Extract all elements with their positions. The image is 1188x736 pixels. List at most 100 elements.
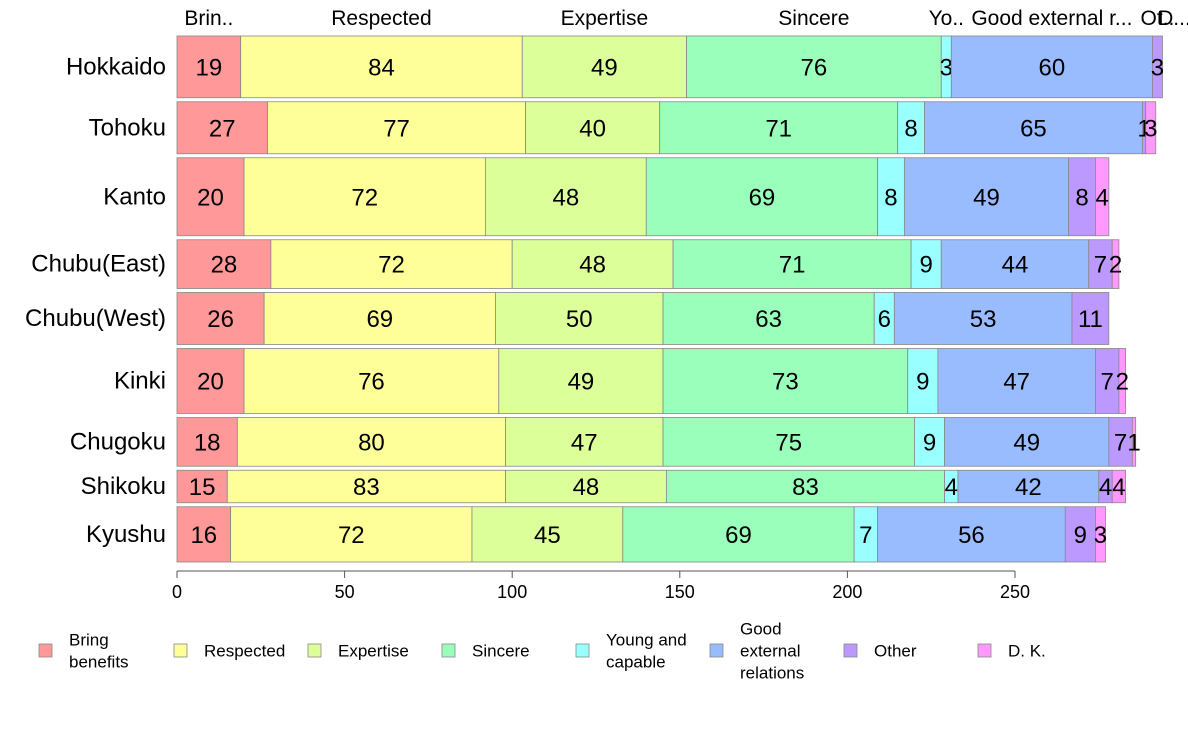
data-label: 50 <box>566 306 593 333</box>
legend-label: Respected <box>204 642 285 661</box>
bar-segment <box>1111 239 1120 289</box>
x-tick-label: 200 <box>832 582 862 602</box>
legend-swatch <box>843 643 858 658</box>
bar-row: Chubu(West) 26 69 50 63 6 53 11 <box>25 292 1110 345</box>
bar-segment <box>176 469 228 504</box>
data-label: 7 <box>1101 369 1114 396</box>
legend-label: relations <box>740 664 804 683</box>
data-label: 47 <box>1003 369 1030 396</box>
bar-segment <box>645 157 878 237</box>
data-label: 3 <box>1144 115 1157 142</box>
data-label: 44 <box>1002 252 1029 279</box>
bar-row: Chubu(East) 28 72 48 71 9 44 7 2 <box>31 239 1122 289</box>
bar-row: Chugoku 18 80 47 75 9 49 7 1 <box>70 417 1141 467</box>
data-label: 40 <box>579 115 606 142</box>
data-label: 6 <box>878 306 891 333</box>
data-label: 4 <box>1099 474 1112 501</box>
data-label: 4 <box>945 474 958 501</box>
row-label: Kyushu <box>86 521 166 548</box>
bar-segment <box>665 469 946 504</box>
data-label: 69 <box>749 184 776 211</box>
bar-row: Kyushu 16 72 45 69 7 56 9 3 <box>86 506 1107 563</box>
bar-segment <box>236 417 506 467</box>
bar-row: Tohoku 27 77 40 71 8 65 13 <box>89 101 1157 155</box>
data-label: 69 <box>366 306 393 333</box>
bar-segment <box>1152 35 1163 99</box>
row-label: Shikoku <box>81 473 166 500</box>
data-label: 26 <box>207 306 234 333</box>
row-label: Kinki <box>114 368 166 395</box>
bar-segment <box>662 292 875 345</box>
data-label: 20 <box>197 184 224 211</box>
bar-segment <box>243 348 500 414</box>
bar-segment <box>176 101 268 155</box>
bar-segment <box>1131 417 1137 467</box>
data-label: 77 <box>383 115 410 142</box>
legend-item: Expertise <box>307 642 409 661</box>
data-label: 4 <box>1112 474 1125 501</box>
legend-label: Bring <box>69 631 109 650</box>
legend-item: Good external relations <box>709 620 804 683</box>
data-label: 47 <box>571 429 598 456</box>
data-label: 83 <box>353 474 380 501</box>
bar-segment <box>622 506 855 563</box>
bar-segment <box>686 35 942 99</box>
bar-segment <box>1071 292 1110 345</box>
data-label: 49 <box>568 369 595 396</box>
data-label: 4 <box>1095 184 1108 211</box>
bar-segment <box>243 157 486 237</box>
bar-row: Kanto 20 72 48 69 8 49 8 4 <box>103 157 1110 237</box>
x-tick-label: 250 <box>1000 582 1030 602</box>
data-label: 27 <box>209 115 236 142</box>
bar-segment <box>903 157 1070 237</box>
bar-segment <box>897 101 925 155</box>
data-label: 65 <box>1020 115 1047 142</box>
bar-segment <box>498 348 664 414</box>
bar-segment <box>1064 506 1096 563</box>
bar-segment <box>176 157 245 237</box>
bar-segment <box>957 469 1100 504</box>
x-tick-label: 150 <box>665 582 695 602</box>
data-label: 1 <box>1127 429 1140 456</box>
legend-swatch <box>173 643 188 658</box>
bar-segment <box>877 157 905 237</box>
row-label: Chugoku <box>70 428 166 455</box>
data-label: 80 <box>358 429 385 456</box>
data-label: 2 <box>1109 252 1122 279</box>
legend: Bring benefits Respected Expertise Sincere Yo… <box>38 620 1046 683</box>
top-column-label: Yo.. <box>929 7 964 30</box>
data-label: 42 <box>1015 474 1042 501</box>
bar-segment <box>907 348 939 414</box>
data-label: 48 <box>579 252 606 279</box>
legend-swatch <box>38 643 53 658</box>
data-label: 56 <box>958 522 985 549</box>
data-label: 76 <box>358 369 385 396</box>
bar-segment <box>525 101 661 155</box>
data-label: 15 <box>189 474 216 501</box>
data-label: 11 <box>1078 306 1103 333</box>
bar-segment <box>505 417 664 467</box>
data-label: 18 <box>194 429 221 456</box>
x-tick-label: 50 <box>335 582 355 602</box>
top-column-label: Brin.. <box>184 7 233 30</box>
data-label: 16 <box>190 522 217 549</box>
legend-label: capable <box>606 653 666 672</box>
legend-swatch <box>307 643 322 658</box>
legend-item: Other <box>843 642 917 661</box>
bar-row: Kinki 20 76 49 73 9 47 7 2 <box>114 348 1129 414</box>
bar-segment <box>1095 157 1110 237</box>
bar-segment <box>230 506 473 563</box>
bar-segment <box>176 239 272 289</box>
top-column-label: D... <box>1158 7 1188 30</box>
data-label: 49 <box>1013 429 1040 456</box>
legend-item: Young and capable <box>575 631 687 672</box>
data-label: 60 <box>1039 54 1066 81</box>
data-label: 9 <box>916 369 929 396</box>
bar-segment <box>950 35 1153 99</box>
data-label: 19 <box>195 54 222 81</box>
bar-segment <box>1145 101 1157 155</box>
data-label: 8 <box>884 184 897 211</box>
legend-label: benefits <box>69 653 129 672</box>
